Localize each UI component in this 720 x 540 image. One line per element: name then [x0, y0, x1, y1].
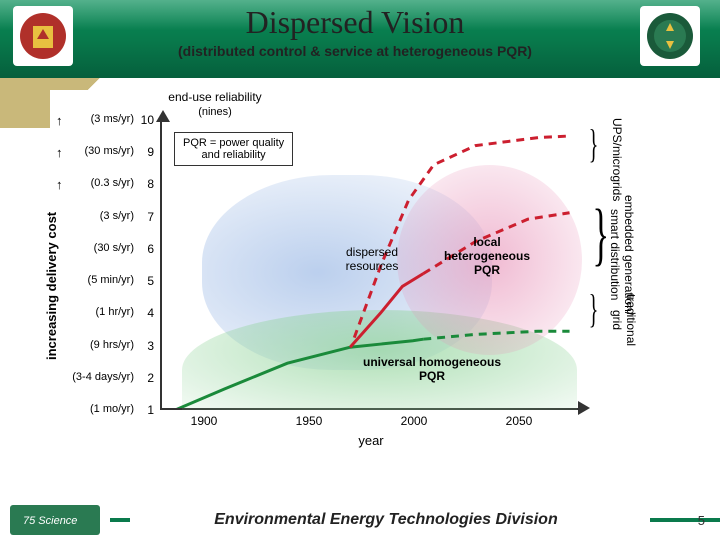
chart-container: end-use reliability (nines) increasing d… [50, 90, 670, 480]
x-axis-arrow-icon [578, 401, 590, 415]
legend-line1: PQR = power quality [183, 137, 284, 149]
ytick-num: 2 [140, 371, 154, 385]
header: Dispersed Vision (distributed control & … [0, 0, 720, 78]
plot-area: PQR = power quality and reliability disp… [160, 120, 580, 410]
page-title: Dispersed Vision [90, 4, 620, 41]
ytick-paren: (3 s/yr) [64, 210, 134, 222]
ytick-num: 5 [140, 274, 154, 288]
xtick: 1950 [296, 414, 323, 428]
title-block: Dispersed Vision (distributed control & … [90, 4, 620, 59]
annot-dispersed: dispersedresources [332, 245, 412, 273]
y-title-sub: (nines) [198, 106, 232, 118]
ytick-paren: (0.3 s/yr) [64, 177, 134, 189]
brace-trad: } [589, 285, 599, 332]
footer-logo: 75 Science [10, 505, 100, 535]
logo-left [13, 6, 73, 66]
page-subtitle: (distributed control & service at hetero… [90, 43, 620, 59]
footer-text: Environmental Energy Technologies Divisi… [130, 511, 642, 529]
footer-line-left [110, 518, 130, 522]
ytick-paren: (3-4 days/yr) [64, 371, 134, 383]
logo-right [640, 6, 700, 66]
x-axis-title: year [358, 433, 383, 448]
ytick-paren: (1 mo/yr) [64, 403, 134, 415]
ytick-num: 4 [140, 306, 154, 320]
ytick-arrow-icon: ↑ [56, 145, 63, 160]
chart: end-use reliability (nines) increasing d… [50, 90, 670, 480]
footer: 75 Science Environmental Energy Technolo… [0, 500, 720, 540]
ytick-arrow-icon: ↑ [56, 113, 63, 128]
ytick-num: 3 [140, 339, 154, 353]
brace-ups: } [589, 120, 599, 167]
xtick: 1900 [191, 414, 218, 428]
ytick-num: 6 [140, 242, 154, 256]
ytick-num: 10 [140, 113, 154, 127]
ytick-arrow-icon: ↑ [56, 177, 63, 192]
ytick-paren: (30 s/yr) [64, 242, 134, 254]
ytick-num: 1 [140, 403, 154, 417]
legend-box: PQR = power quality and reliability [174, 132, 293, 166]
annot-local: localheterogeneousPQR [437, 235, 537, 277]
legend-line2: and reliability [201, 149, 265, 161]
annot-universal: universal homogeneousPQR [347, 355, 517, 383]
ytick-paren: (30 ms/yr) [64, 145, 134, 157]
ytick-num: 8 [140, 177, 154, 191]
ytick-num: 7 [140, 210, 154, 224]
ytick-num: 9 [140, 145, 154, 159]
y-axis-side-label: increasing delivery cost [44, 212, 59, 360]
rlabel-trad: traditionalgrid [610, 280, 638, 360]
page-number: 5 [698, 513, 705, 528]
ytick-paren: (3 ms/yr) [64, 113, 134, 125]
y-axis-arrow-icon [156, 110, 170, 122]
svg-text:75 Science: 75 Science [23, 515, 77, 527]
xtick: 2050 [506, 414, 533, 428]
ytick-paren: (5 min/yr) [64, 274, 134, 286]
xtick: 2000 [401, 414, 428, 428]
footer-line-right [650, 518, 720, 522]
brace-embed: } [592, 195, 609, 275]
ytick-paren: (1 hr/yr) [64, 306, 134, 318]
ytick-paren: (9 hrs/yr) [64, 339, 134, 351]
y-title-main: end-use reliability [168, 90, 261, 104]
